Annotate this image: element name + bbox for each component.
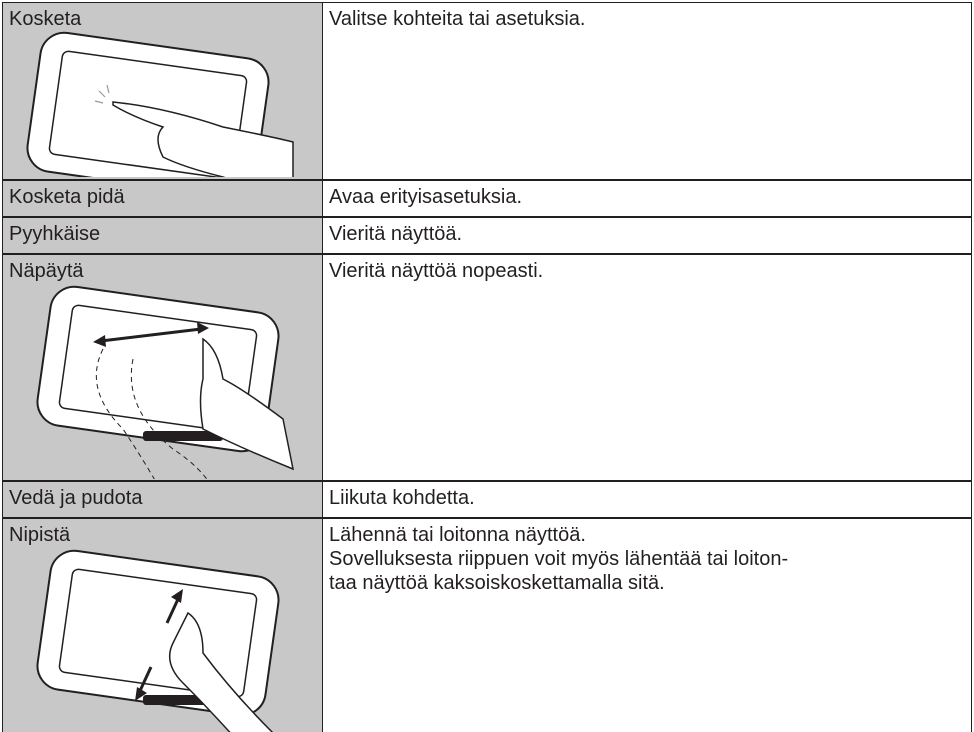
description-cell: Vieritä näyttöä nopeasti. bbox=[322, 254, 972, 481]
description-cell: Liikuta kohdetta. bbox=[322, 481, 972, 518]
gesture-cell: Näpäytä bbox=[2, 254, 324, 481]
gesture-cell: Nipistä bbox=[2, 518, 324, 732]
gesture-label: Kosketa pidä bbox=[9, 186, 125, 208]
description-cell: Vieritä näyttöä. bbox=[322, 217, 972, 254]
gesture-cell: Vedä ja pudota bbox=[2, 481, 324, 518]
description-cell: Valitse kohteita tai asetuksia. bbox=[322, 2, 972, 180]
description-cell: Lähennä tai loitonna näyttöä. Sovellukses… bbox=[322, 518, 972, 732]
description-text: Lähennä tai loitonna näyttöä. bbox=[329, 524, 586, 546]
gesture-label: Kosketa bbox=[9, 8, 82, 30]
gesture-label: Pyyhkäise bbox=[9, 223, 101, 245]
gesture-cell: Kosketa pidä bbox=[2, 180, 324, 217]
description-text: Valitse kohteita tai asetuksia. bbox=[329, 8, 586, 30]
description-text: Vieritä näyttöä nopeasti. bbox=[329, 260, 544, 282]
description-text: Liikuta kohdetta. bbox=[329, 487, 475, 509]
description-text: Vieritä näyttöä. bbox=[329, 223, 463, 245]
gesture-cell: Kosketa bbox=[2, 2, 324, 180]
gesture-illustration bbox=[36, 549, 280, 732]
description-text: Sovelluksesta riippuen voit myös lähentä… bbox=[329, 548, 789, 570]
description-text: taa näyttöä kaksoiskoskettamalla sitä. bbox=[329, 572, 665, 594]
gesture-illustration bbox=[36, 285, 295, 479]
gesture-label: Nipistä bbox=[9, 524, 71, 546]
gesture-illustration bbox=[26, 31, 294, 177]
gesture-label: Vedä ja pudota bbox=[9, 487, 143, 509]
description-cell: Avaa erityisasetuksia. bbox=[322, 180, 972, 217]
gesture-cell: Pyyhkäise bbox=[2, 217, 324, 254]
description-text: Avaa erityisasetuksia. bbox=[329, 186, 523, 208]
gesture-label: Näpäytä bbox=[9, 260, 84, 282]
